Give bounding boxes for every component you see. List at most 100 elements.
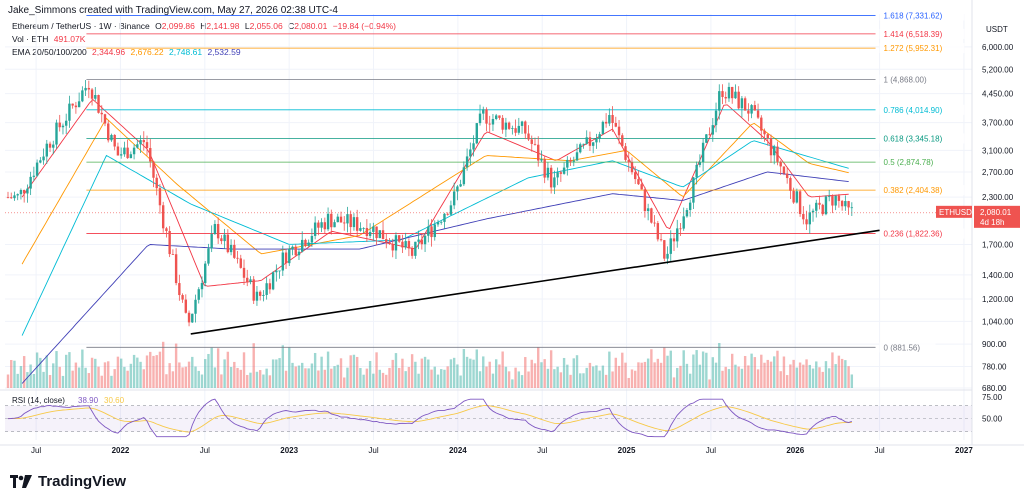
candle-body <box>336 216 339 223</box>
candle-body <box>410 248 414 256</box>
volume-label[interactable]: Vol · ETH <box>12 34 49 44</box>
candle-body <box>475 123 478 144</box>
volume-bar <box>705 352 708 388</box>
rsi-pane: RSI (14, close) 38.90 30.60 <box>5 396 972 438</box>
candle-body <box>837 195 841 201</box>
price-tick-label: 1,040.00 <box>982 317 1014 326</box>
candle-body <box>236 257 239 259</box>
volume-bar <box>346 367 349 388</box>
volume-bar <box>562 357 566 388</box>
candle-body <box>701 142 705 163</box>
change-value: −19.84 (−0.94%) <box>332 21 397 31</box>
volume-bar <box>507 371 511 388</box>
tradingview-logo[interactable]: TradingView <box>10 473 126 490</box>
candle-body <box>313 222 317 236</box>
candle-body <box>210 234 213 249</box>
time-tick-label: Jul <box>368 446 378 455</box>
volume-bar <box>504 366 508 388</box>
candle-body <box>200 283 204 290</box>
volume-bar <box>617 365 621 388</box>
volume-bar <box>197 370 200 388</box>
fib-level-label: 0 (881.56) <box>884 343 921 352</box>
volume-bar <box>543 359 546 388</box>
volume-bar <box>323 369 327 388</box>
symbol-ohlc-legend: Ethereum / TetherUS · 1W · Binance O2,09… <box>12 21 399 31</box>
price-tick-label: 3,700.00 <box>982 119 1014 128</box>
volume-bar <box>84 367 87 388</box>
volume-bar <box>313 352 317 388</box>
candle-body <box>650 208 653 223</box>
candle-body <box>330 213 333 228</box>
volume-bar <box>423 356 427 388</box>
symbol-label[interactable]: Ethereum / TetherUS · 1W · Binance <box>12 21 150 31</box>
volume-bar <box>74 362 78 388</box>
volume-bar <box>840 358 844 388</box>
volume-bar <box>252 343 255 388</box>
candle-body <box>753 105 757 111</box>
volume-bar <box>656 358 660 388</box>
candle-body <box>397 235 401 242</box>
candle-body <box>110 134 113 141</box>
volume-bar <box>119 358 123 388</box>
last-price-countdown: 4d 18h <box>980 218 1004 227</box>
tradingview-icon <box>10 474 32 489</box>
candle-body <box>362 228 365 229</box>
volume-bar <box>333 366 336 388</box>
candle-body <box>524 121 527 134</box>
volume-bar <box>297 365 301 388</box>
volume-bar <box>94 358 97 388</box>
volume-bar <box>540 362 543 388</box>
candle-body <box>22 190 26 194</box>
volume-bar <box>595 365 598 388</box>
candle-body <box>181 295 184 300</box>
candle-body <box>507 122 511 129</box>
candle-body <box>553 177 556 188</box>
candle-body <box>423 235 427 245</box>
volume-bar <box>326 351 330 388</box>
candle-body <box>194 299 197 314</box>
candle-body <box>119 154 123 156</box>
volume-bar <box>527 371 530 388</box>
candle-body <box>407 241 411 249</box>
volume-bar <box>621 352 624 388</box>
volume-bar <box>553 369 556 388</box>
candle-body <box>575 152 579 161</box>
volume-bar <box>249 372 252 388</box>
volume-bar <box>39 357 42 388</box>
volume-bar <box>168 363 171 388</box>
open-label: O <box>155 21 162 31</box>
volume-bar <box>808 364 811 388</box>
volume-bar <box>336 364 339 388</box>
candle-body <box>68 103 71 121</box>
volume-bar <box>776 350 779 388</box>
volume-bar <box>204 359 207 388</box>
price-tick-label: 1,400.00 <box>982 271 1014 280</box>
low-value: 2,055.06 <box>249 21 283 31</box>
volume-bar <box>446 366 449 388</box>
candle-body <box>663 240 666 259</box>
ema-label[interactable]: EMA 20/50/100/200 <box>12 47 87 57</box>
candle-body <box>323 222 327 230</box>
volume-bar <box>827 368 831 388</box>
ema200-value: 2,532.59 <box>207 47 241 57</box>
volume-bar <box>815 361 818 388</box>
candle-body <box>540 159 543 161</box>
candle-body <box>630 162 634 173</box>
volume-bar <box>13 360 16 388</box>
volume-bar <box>679 365 682 388</box>
candle-body <box>42 156 45 161</box>
symbol-tag: ETHUSDT <box>939 208 977 217</box>
low-label: L <box>244 21 250 31</box>
candle-body <box>714 110 718 126</box>
candle-body <box>721 91 724 97</box>
volume-bar <box>48 374 52 388</box>
volume-bar <box>330 368 333 388</box>
price-tick-label: 1,700.00 <box>982 240 1014 249</box>
candle-body <box>598 134 601 139</box>
candle-body <box>514 128 517 133</box>
volume-bar <box>139 361 142 388</box>
volume-bar <box>132 354 136 388</box>
volume-bar <box>708 379 711 388</box>
volume-bar <box>695 350 698 388</box>
